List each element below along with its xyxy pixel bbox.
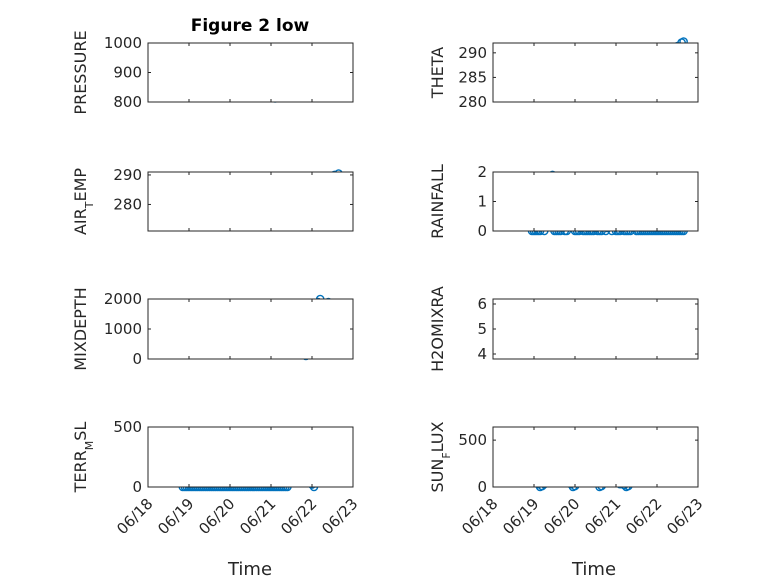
x-axis-label-left: Time bbox=[227, 559, 272, 580]
y-tick-label: 0 bbox=[477, 478, 487, 496]
y-axis-label: MIXDEPTH bbox=[71, 287, 90, 370]
panel-5: 0 1000 2000 MIXDEPTH bbox=[71, 287, 354, 371]
y-tick-label: 500 bbox=[458, 431, 487, 449]
y-tick-label: 285 bbox=[458, 68, 487, 86]
y-tick-label: 290 bbox=[458, 44, 487, 62]
y-tick-label: 5 bbox=[477, 320, 487, 338]
x-tick-label: 06/21 bbox=[581, 495, 624, 538]
y-axis-label: AIRTEMP bbox=[71, 168, 96, 235]
axes-frame bbox=[492, 42, 699, 103]
y-tick-label: 2000 bbox=[104, 290, 142, 308]
x-tick-label: 06/20 bbox=[195, 495, 238, 538]
y-axis-label: THETA bbox=[428, 47, 447, 99]
axes-frame bbox=[492, 171, 699, 232]
y-tick-label: 0 bbox=[477, 222, 487, 240]
y-tick-label: 6 bbox=[477, 295, 487, 313]
panel-8: 0 500 SUNFLUX06/1806/1906/2006/2106/2206/2… bbox=[428, 421, 706, 538]
y-axis-label: H2OMIXRA bbox=[428, 286, 447, 372]
panel-3: 280 290 AIRTEMP bbox=[71, 166, 354, 235]
y-axis-label: TERRMSL bbox=[71, 422, 96, 494]
x-tick-label: 06/21 bbox=[236, 495, 279, 538]
y-tick-label: 2 bbox=[477, 163, 487, 181]
y-tick-label: 900 bbox=[113, 64, 142, 82]
y-tick-label: 290 bbox=[113, 166, 142, 184]
panel-2: 280 285 290 THETA bbox=[428, 37, 699, 111]
axes-frame bbox=[492, 298, 699, 360]
axes-frame bbox=[147, 171, 354, 232]
axes-frame bbox=[147, 426, 354, 488]
x-tick-label: 06/23 bbox=[318, 495, 361, 538]
x-tick-label: 06/22 bbox=[622, 495, 665, 538]
panel-7: 0 500 TERRMSL 06/1806/1906/2006/2106/2206/2… bbox=[71, 418, 361, 538]
y-tick-label: 500 bbox=[113, 418, 142, 436]
y-axis-label: SUNFLUX bbox=[428, 421, 453, 492]
y-tick-label: 1 bbox=[477, 193, 487, 211]
figure-title: Figure 2 low bbox=[191, 16, 310, 36]
y-tick-label: 0 bbox=[132, 478, 142, 496]
y-tick-label: 1000 bbox=[104, 34, 142, 52]
x-tick-label: 06/20 bbox=[540, 495, 583, 538]
x-tick-label: 06/22 bbox=[277, 495, 320, 538]
panel-1: 800 900 1000 PRESSURE bbox=[71, 30, 354, 115]
y-tick-label: 4 bbox=[477, 345, 487, 363]
x-tick-label: 06/18 bbox=[458, 495, 501, 538]
y-tick-label: 280 bbox=[458, 93, 487, 111]
axes-frame bbox=[492, 426, 699, 488]
x-tick-label: 06/18 bbox=[113, 495, 156, 538]
y-tick-label: 280 bbox=[113, 195, 142, 213]
y-tick-label: 0 bbox=[132, 350, 142, 368]
x-tick-label: 06/19 bbox=[499, 495, 542, 538]
panel-4: 0 1 2 RAINFALL bbox=[428, 163, 699, 240]
y-axis-label: PRESSURE bbox=[71, 30, 90, 114]
y-tick-label: 800 bbox=[113, 93, 142, 111]
x-axis-label-right: Time bbox=[571, 559, 616, 580]
axes-frame bbox=[147, 42, 354, 103]
x-tick-label: 06/19 bbox=[154, 495, 197, 538]
x-tick-label: 06/23 bbox=[663, 495, 706, 538]
axes-frame bbox=[147, 298, 354, 360]
y-axis-label: RAINFALL bbox=[428, 164, 447, 239]
y-tick-label: 1000 bbox=[104, 320, 142, 338]
panel-6: 4 5 6 H2OMIXRA bbox=[428, 286, 699, 372]
